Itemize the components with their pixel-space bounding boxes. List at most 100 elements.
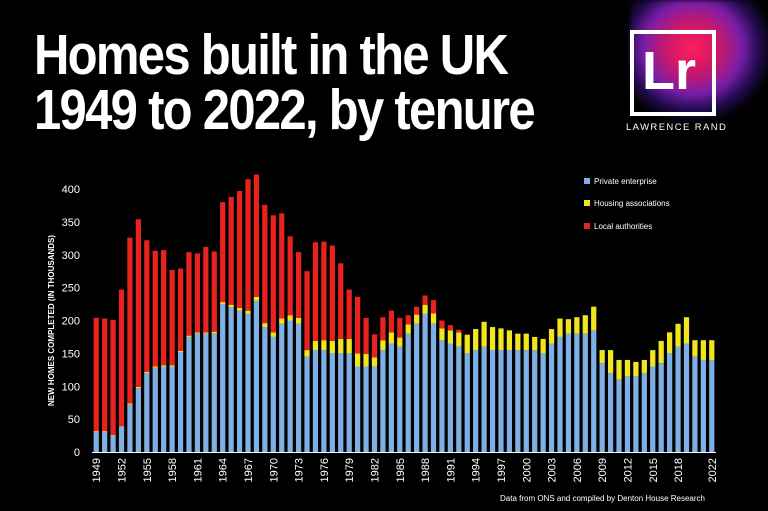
bar-local-authorities-1957 bbox=[161, 250, 167, 366]
y-tick-label: 350 bbox=[62, 217, 80, 229]
bar-housing-associations-2004 bbox=[557, 318, 563, 337]
logo-ink-splash bbox=[630, 0, 768, 120]
bar-local-authorities-1953 bbox=[127, 237, 133, 404]
y-tick-label: 400 bbox=[62, 184, 80, 196]
x-tick-label: 1967 bbox=[243, 458, 255, 482]
bar-housing-associations-1987 bbox=[414, 314, 420, 324]
bar-local-authorities-1991 bbox=[447, 325, 453, 331]
bar-private-enterprise-2012 bbox=[624, 376, 631, 452]
bar-private-enterprise-1960 bbox=[186, 336, 192, 452]
x-tick-label: 1991 bbox=[445, 458, 457, 482]
bar-private-enterprise-2000 bbox=[523, 350, 529, 452]
bar-housing-associations-1976 bbox=[321, 340, 327, 351]
legend-label: Local authorities bbox=[594, 222, 652, 231]
bar-private-enterprise-1969 bbox=[262, 327, 268, 452]
logo-frame bbox=[630, 30, 716, 116]
bar-housing-associations-1949 bbox=[93, 430, 99, 432]
x-tick-label: 1976 bbox=[319, 458, 331, 482]
bar-private-enterprise-1997 bbox=[498, 350, 504, 452]
x-tick-label: 1961 bbox=[192, 458, 204, 482]
x-tick-label: 1979 bbox=[344, 458, 356, 482]
bar-local-authorities-1989 bbox=[430, 300, 437, 314]
bar-private-enterprise-2005 bbox=[565, 333, 572, 452]
x-tick-label: 1985 bbox=[395, 458, 407, 482]
bar-local-authorities-1963 bbox=[211, 251, 217, 332]
bar-local-authorities-1986 bbox=[405, 315, 411, 325]
bar-local-authorities-1952 bbox=[118, 289, 125, 427]
bar-private-enterprise-1949 bbox=[93, 431, 99, 452]
bar-housing-associations-1957 bbox=[161, 365, 167, 367]
bar-housing-associations-2002 bbox=[540, 338, 546, 354]
x-tick-label: 2003 bbox=[547, 458, 559, 482]
legend-swatch bbox=[584, 178, 590, 184]
bar-housing-associations-1953 bbox=[127, 403, 133, 405]
x-tick-label: 1982 bbox=[370, 458, 382, 482]
source-note: Data from ONS and compiled by Denton Hou… bbox=[500, 494, 705, 503]
bar-private-enterprise-2018 bbox=[675, 346, 681, 452]
bar-local-authorities-1973 bbox=[295, 252, 302, 318]
bar-private-enterprise-1986 bbox=[405, 333, 411, 452]
x-tick-label: 1973 bbox=[294, 458, 306, 482]
bar-private-enterprise-1964 bbox=[220, 304, 226, 452]
bar-private-enterprise-1968 bbox=[253, 300, 260, 452]
bar-private-enterprise-1952 bbox=[118, 427, 125, 452]
bar-local-authorities-1983 bbox=[380, 317, 386, 341]
bar-private-enterprise-1988 bbox=[422, 313, 428, 452]
bar-housing-associations-1966 bbox=[236, 308, 243, 311]
bar-housing-associations-1951 bbox=[110, 434, 116, 436]
bar-private-enterprise-1979 bbox=[346, 353, 352, 453]
bar-housing-associations-2012 bbox=[624, 359, 631, 377]
bar-housing-associations-1985 bbox=[397, 337, 403, 347]
bar-housing-associations-1971 bbox=[279, 318, 285, 324]
bar-housing-associations-2001 bbox=[532, 336, 538, 351]
bar-private-enterprise-1992 bbox=[456, 346, 462, 452]
bar-private-enterprise-1993 bbox=[464, 353, 470, 453]
bar-private-enterprise-2001 bbox=[532, 350, 538, 452]
bar-private-enterprise-1975 bbox=[312, 350, 319, 452]
bar-private-enterprise-2008 bbox=[591, 330, 597, 452]
y-axis-label: NEW HOMES COMPLETED (IN THOUSANDS) bbox=[47, 235, 56, 406]
y-tick-label: 50 bbox=[68, 414, 80, 426]
bar-housing-associations-1993 bbox=[464, 334, 470, 354]
bar-housing-associations-1992 bbox=[456, 332, 462, 347]
bar-private-enterprise-2006 bbox=[574, 333, 580, 452]
bar-housing-associations-1964 bbox=[220, 302, 226, 305]
bar-housing-associations-1975 bbox=[312, 340, 319, 351]
bar-housing-associations-1954 bbox=[135, 386, 141, 389]
x-tick-label: 1958 bbox=[167, 458, 179, 482]
logo-name: LAWRENCE RAND bbox=[626, 122, 728, 133]
bar-local-authorities-1956 bbox=[152, 250, 158, 367]
bar-local-authorities-1949 bbox=[93, 317, 99, 431]
bar-private-enterprise-2017 bbox=[667, 353, 673, 453]
x-tick-label: 2009 bbox=[597, 458, 609, 482]
bar-local-authorities-1966 bbox=[236, 190, 243, 309]
bar-housing-associations-2011 bbox=[616, 359, 622, 380]
bar-housing-associations-2006 bbox=[574, 317, 580, 334]
bar-local-authorities-1981 bbox=[363, 317, 369, 355]
x-tick-label: 2018 bbox=[673, 458, 685, 482]
bar-housing-associations-1991 bbox=[447, 330, 453, 344]
bar-housing-associations-2017 bbox=[667, 332, 673, 354]
bar-private-enterprise-1958 bbox=[169, 366, 175, 452]
bar-housing-associations-1972 bbox=[287, 315, 293, 321]
x-tick-label: 2022 bbox=[707, 458, 719, 482]
bar-housing-associations-1956 bbox=[152, 366, 158, 368]
bar-housing-associations-1984 bbox=[388, 332, 394, 344]
bar-local-authorities-1969 bbox=[262, 204, 268, 324]
bar-private-enterprise-1972 bbox=[287, 320, 293, 452]
bar-housing-associations-1989 bbox=[430, 313, 437, 324]
bar-private-enterprise-1985 bbox=[397, 346, 403, 452]
bar-housing-associations-1961 bbox=[194, 332, 201, 334]
bar-local-authorities-1970 bbox=[270, 215, 276, 333]
bar-private-enterprise-1990 bbox=[439, 340, 445, 452]
bar-housing-associations-1952 bbox=[118, 426, 125, 428]
bar-private-enterprise-1976 bbox=[321, 350, 327, 452]
bar-housing-associations-1981 bbox=[363, 354, 369, 367]
bar-housing-associations-1967 bbox=[245, 310, 251, 314]
bar-private-enterprise-1987 bbox=[414, 323, 420, 452]
bar-housing-associations-2016 bbox=[658, 340, 664, 364]
x-tick-label: 1997 bbox=[496, 458, 508, 482]
bar-housing-associations-2020 bbox=[692, 340, 698, 357]
bar-housing-associations-2018 bbox=[675, 323, 681, 347]
bar-housing-associations-1963 bbox=[211, 331, 217, 334]
